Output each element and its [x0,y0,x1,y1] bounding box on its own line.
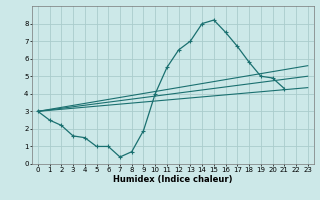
X-axis label: Humidex (Indice chaleur): Humidex (Indice chaleur) [113,175,233,184]
